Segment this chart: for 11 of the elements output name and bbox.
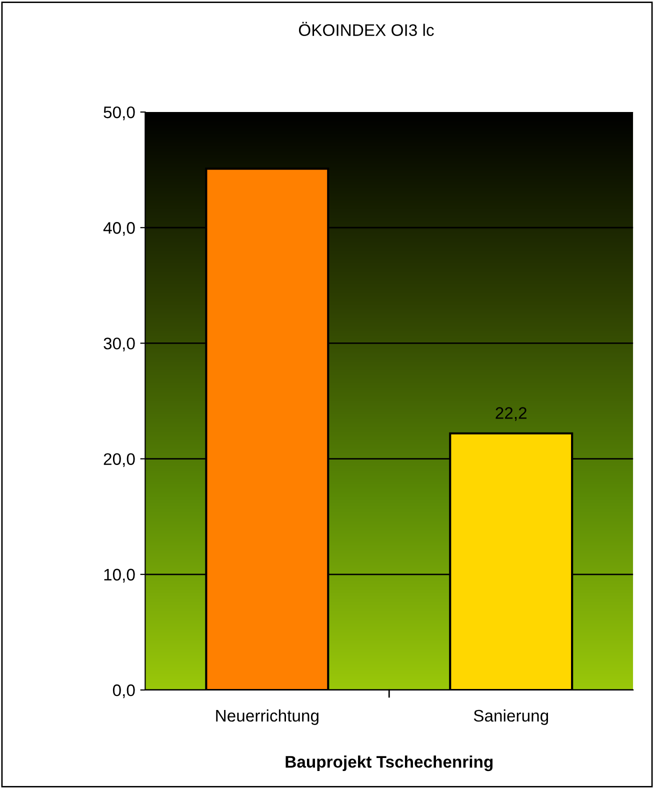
x-axis-title: Bauprojekt Tschechenring xyxy=(286,756,493,772)
x-tick-label: Sanierung xyxy=(474,709,548,725)
data-label: 22,2 xyxy=(496,407,526,421)
y-tick-label: 40,0 xyxy=(103,222,135,236)
y-tick-label: 0,0 xyxy=(112,684,135,698)
chart-title: ÖKOINDEX OI3 lc xyxy=(298,22,434,36)
y-tick-label: 10,0 xyxy=(104,568,135,583)
y-tick-label: 30,0 xyxy=(104,338,135,352)
y-tick-label: 20,0 xyxy=(104,453,135,467)
y-tick-label: 50,0 xyxy=(104,106,135,120)
x-tick-label: Neuerrichtung xyxy=(216,709,318,725)
